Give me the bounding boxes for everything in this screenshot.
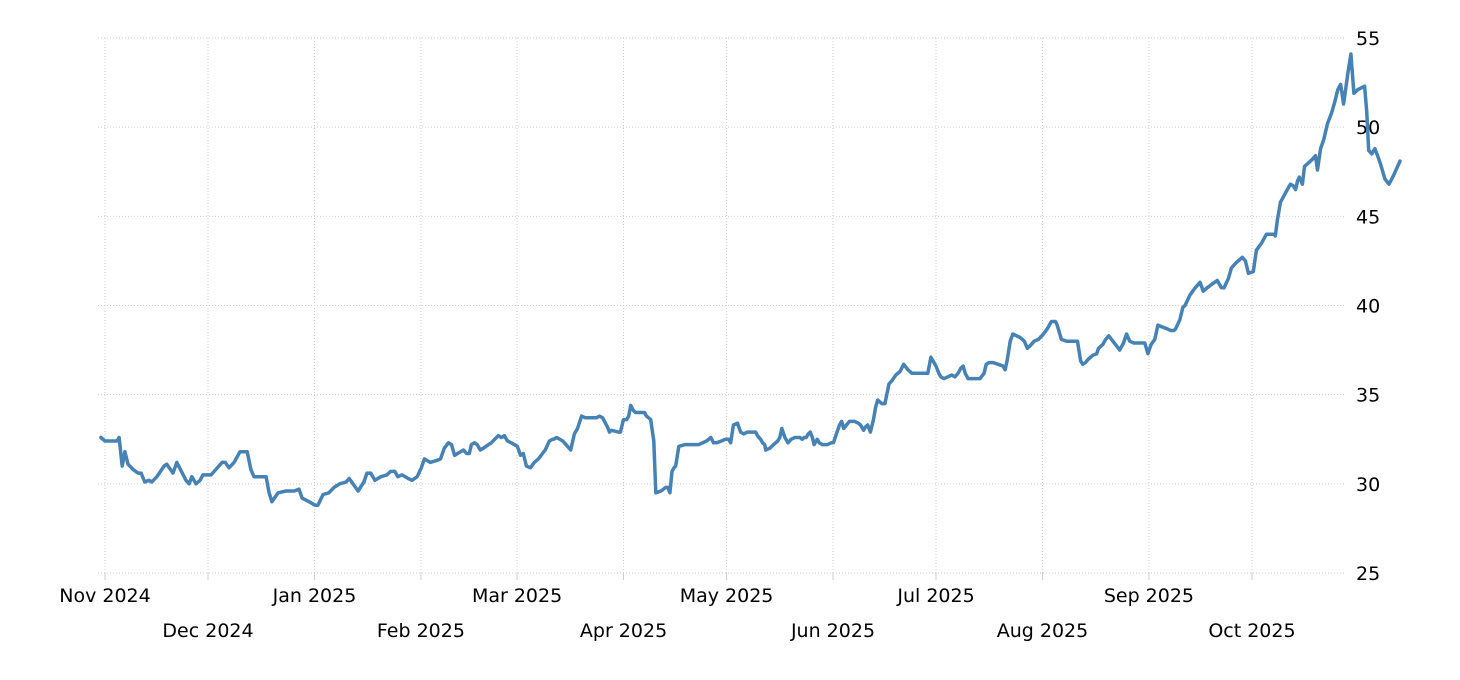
x-tick-label: Nov 2024 — [59, 585, 150, 607]
x-tick-label: Jun 2025 — [790, 620, 875, 642]
x-tick-label: Apr 2025 — [580, 620, 667, 642]
y-tick-label: 30 — [1356, 474, 1380, 496]
x-tick-label: Oct 2025 — [1208, 620, 1295, 642]
x-tick-label: Jul 2025 — [896, 585, 974, 607]
horizontal-gridlines — [98, 37, 1345, 574]
y-tick-label: 35 — [1356, 385, 1380, 407]
x-tick-label: Mar 2025 — [472, 585, 562, 607]
y-tick-label: 45 — [1356, 206, 1380, 228]
x-tick-label: Jan 2025 — [272, 585, 357, 607]
x-axis-labels: Nov 2024 Dec 2024 Jan 2025 Feb 2025 Mar 2025… — [59, 585, 1295, 642]
y-tick-label: 25 — [1356, 563, 1380, 585]
x-tick-label: Aug 2025 — [997, 620, 1089, 642]
vertical-gridlines — [104, 38, 1253, 580]
x-tick-label: Dec 2024 — [162, 620, 253, 642]
y-tick-label: 40 — [1356, 296, 1380, 318]
price-series-line — [99, 52, 1402, 507]
x-tick-label: May 2025 — [680, 585, 774, 607]
y-tick-label: 55 — [1356, 28, 1380, 50]
x-tick-label: Feb 2025 — [377, 620, 465, 642]
x-tick-label: Sep 2025 — [1104, 585, 1194, 607]
